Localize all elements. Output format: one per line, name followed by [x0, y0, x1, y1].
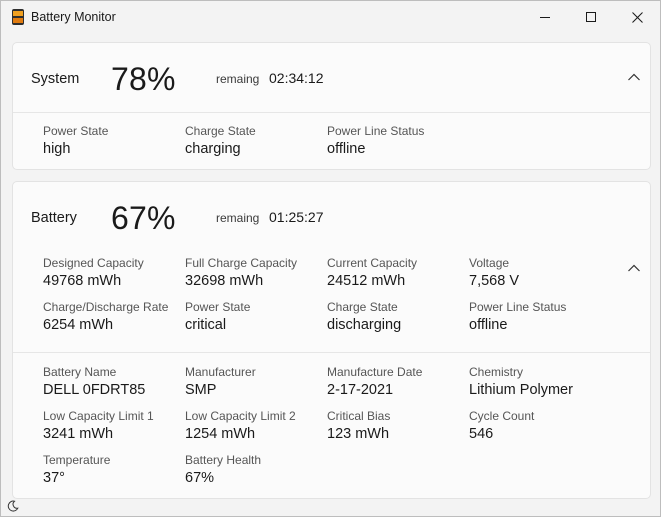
battery-field-low-capacity-limit-2: Low Capacity Limit 2 1254 mWh: [185, 409, 325, 442]
field-label: Low Capacity Limit 2: [185, 409, 296, 423]
field-value: 49768 mWh: [43, 273, 122, 289]
maximize-button[interactable]: [568, 1, 614, 33]
field-value: 7,568 V: [469, 273, 519, 289]
field-value: discharging: [327, 317, 402, 333]
battery-field-battery-health: Battery Health 67%: [185, 453, 325, 486]
battery-field-battery-name: Battery Name DELL 0FDRT85: [43, 365, 183, 398]
battery-remaining-label: remaing: [216, 211, 260, 225]
battery-field-designed-capacity: Designed Capacity 49768 mWh: [43, 256, 183, 289]
battery-app-icon: [12, 9, 24, 25]
field-label: Charge State: [327, 300, 398, 314]
system-field-power-line-status: Power Line Status offline: [327, 124, 467, 157]
field-value: 6254 mWh: [43, 317, 114, 333]
field-label: Full Charge Capacity: [185, 256, 298, 270]
minimize-button[interactable]: [522, 1, 568, 33]
field-label: Critical Bias: [327, 409, 391, 423]
battery-field-power-line-status: Power Line Status offline: [469, 300, 609, 333]
field-value: 1254 mWh: [185, 426, 256, 442]
field-label: Power State: [185, 300, 251, 314]
field-label: Chemistry: [469, 365, 524, 379]
field-label: Manufacturer: [185, 365, 256, 379]
battery-field-manufacturer: Manufacturer SMP: [185, 365, 325, 398]
battery-field-full-charge-capacity: Full Charge Capacity 32698 mWh: [185, 256, 325, 289]
field-label: Current Capacity: [327, 256, 418, 270]
system-percent: 78%: [111, 61, 176, 97]
battery-field-cycle-count: Cycle Count 546: [469, 409, 609, 442]
battery-field-manufacture-date: Manufacture Date 2-17-2021: [327, 365, 467, 398]
close-button[interactable]: [614, 1, 660, 33]
field-label: Power State: [43, 124, 109, 138]
window-title: Battery Monitor: [31, 10, 116, 24]
field-label: Power Line Status: [327, 124, 425, 138]
battery-field-temperature: Temperature 37°: [43, 453, 183, 486]
field-value: high: [43, 141, 71, 157]
battery-field-charge-discharge-rate: Charge/Discharge Rate 6254 mWh: [43, 300, 183, 333]
title-bar[interactable]: Battery Monitor: [1, 1, 660, 33]
chevron-up-icon[interactable]: [627, 263, 641, 273]
battery-percent: 67%: [111, 200, 176, 236]
close-icon: [631, 11, 643, 23]
field-value: 24512 mWh: [327, 273, 406, 289]
battery-label: Battery: [31, 210, 77, 226]
field-value: offline: [327, 141, 366, 157]
system-field-charge-state: Charge State charging: [185, 124, 325, 157]
field-value: DELL 0FDRT85: [43, 382, 146, 398]
field-label: Temperature: [43, 453, 111, 467]
field-label: Battery Name: [43, 365, 117, 379]
field-value: 32698 mWh: [185, 273, 264, 289]
field-label: Battery Health: [185, 453, 262, 467]
system-remaining-label: remaing: [216, 72, 260, 86]
field-value: 2-17-2021: [327, 382, 394, 398]
battery-field-low-capacity-limit-1: Low Capacity Limit 1 3241 mWh: [43, 409, 183, 442]
field-label: Voltage: [469, 256, 510, 270]
field-value: 37°: [43, 470, 65, 486]
chevron-up-icon[interactable]: [627, 72, 641, 82]
battery-field-charge-state: Charge State discharging: [327, 300, 467, 333]
field-value: Lithium Polymer: [469, 382, 573, 398]
maximize-icon: [586, 12, 596, 22]
system-label: System: [31, 71, 80, 87]
system-divider: [13, 112, 650, 113]
field-value: critical: [185, 317, 227, 333]
field-label: Charge/Discharge Rate: [43, 300, 169, 314]
field-value: offline: [469, 317, 508, 333]
field-value: 3241 mWh: [43, 426, 114, 442]
field-value: 67%: [185, 470, 215, 486]
field-label: Low Capacity Limit 1: [43, 409, 154, 423]
battery-field-chemistry: Chemistry Lithium Polymer: [469, 365, 609, 398]
battery-card: Battery 67% remaing 01:25:27 Designed Ca…: [12, 181, 651, 499]
battery-field-current-capacity: Current Capacity 24512 mWh: [327, 256, 467, 289]
system-card: System 78% remaing 02:34:12 Power State …: [12, 42, 651, 170]
battery-remaining-value: 01:25:27: [269, 209, 324, 225]
moon-icon[interactable]: [7, 500, 19, 512]
system-remaining-value: 02:34:12: [269, 70, 324, 86]
field-label: Manufacture Date: [327, 365, 423, 379]
minimize-icon: [540, 16, 550, 18]
field-value: 546: [469, 426, 494, 442]
field-label: Cycle Count: [469, 409, 535, 423]
battery-field-voltage: Voltage 7,568 V: [469, 256, 609, 289]
field-value: SMP: [185, 382, 217, 398]
battery-divider: [13, 352, 650, 353]
battery-field-critical-bias: Critical Bias 123 mWh: [327, 409, 467, 442]
battery-field-power-state: Power State critical: [185, 300, 325, 333]
system-field-power-state: Power State high: [43, 124, 183, 157]
field-label: Charge State: [185, 124, 256, 138]
field-label: Power Line Status: [469, 300, 567, 314]
field-value: 123 mWh: [327, 426, 390, 442]
field-value: charging: [185, 141, 241, 157]
field-label: Designed Capacity: [43, 256, 144, 270]
